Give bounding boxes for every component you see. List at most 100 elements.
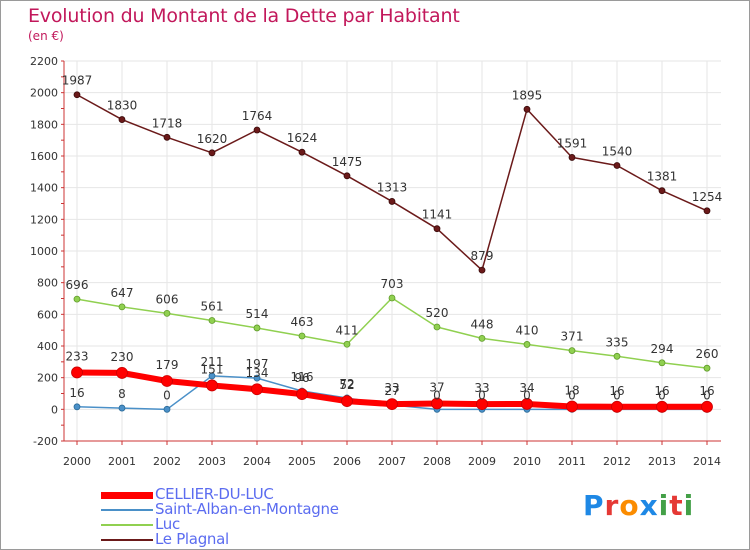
y-tick-label: 0 xyxy=(51,403,58,416)
legend-item-cellier: CELLIER-DU-LUC xyxy=(101,485,401,505)
x-tick-label: 2001 xyxy=(108,455,136,468)
data-label: 647 xyxy=(111,286,134,300)
data-point xyxy=(613,352,621,360)
data-point xyxy=(703,364,711,372)
legend-label-luc: Luc xyxy=(155,515,180,533)
y-tick-label: 1200 xyxy=(30,213,58,226)
x-tick-label: 2005 xyxy=(288,455,316,468)
data-label: 0 xyxy=(478,388,486,402)
data-label: 0 xyxy=(523,388,531,402)
data-label: 8 xyxy=(118,387,126,401)
legend-item-luc: Luc xyxy=(101,515,401,535)
data-point xyxy=(161,375,173,387)
data-label: 179 xyxy=(156,358,179,372)
y-tick-label: 1600 xyxy=(30,150,58,163)
data-label: 1987 xyxy=(62,74,93,88)
data-label: 410 xyxy=(516,323,539,337)
data-point xyxy=(611,400,623,413)
data-label: 16 xyxy=(609,384,624,398)
data-label: 197 xyxy=(246,357,269,371)
legend-item-saint-alban: Saint-Alban-en-Montagne xyxy=(101,500,401,520)
x-tick-label: 2000 xyxy=(63,455,91,468)
data-point xyxy=(253,126,261,134)
data-label: 37 xyxy=(429,380,444,394)
data-label: 230 xyxy=(111,350,134,364)
logo-letter: o xyxy=(619,489,640,522)
data-point xyxy=(568,154,576,161)
data-point xyxy=(163,133,171,141)
data-point xyxy=(343,340,351,348)
legend-label-saint-alban: Saint-Alban-en-Montagne xyxy=(155,500,339,518)
logo-letter: i xyxy=(683,489,695,522)
data-point xyxy=(566,400,578,413)
data-label: 514 xyxy=(246,307,269,321)
data-point xyxy=(298,332,306,340)
x-tick-label: 2006 xyxy=(333,455,361,468)
y-tick-label: 1400 xyxy=(30,182,58,195)
data-label: 1718 xyxy=(152,116,183,130)
y-tick-label: 400 xyxy=(37,340,58,353)
data-label: 1620 xyxy=(197,132,228,146)
data-label: 411 xyxy=(336,323,359,337)
data-label: 260 xyxy=(696,347,719,361)
data-point xyxy=(568,347,576,354)
data-label: 520 xyxy=(426,306,449,320)
legend-swatch-luc xyxy=(101,524,153,526)
data-label: 0 xyxy=(163,388,171,402)
data-point xyxy=(478,334,486,342)
data-point xyxy=(658,359,666,367)
data-label: 72 xyxy=(339,377,354,391)
data-point xyxy=(208,149,216,157)
data-label: 561 xyxy=(201,300,224,314)
logo-letter: r xyxy=(604,489,620,522)
x-tick-label: 2012 xyxy=(603,455,631,468)
x-tick-label: 2009 xyxy=(468,455,496,468)
data-label: 151 xyxy=(201,362,224,376)
data-label: 233 xyxy=(66,349,89,363)
data-label: 448 xyxy=(471,317,494,331)
x-tick-label: 2007 xyxy=(378,455,406,468)
data-point xyxy=(343,172,351,180)
y-tick-label: 2200 xyxy=(30,55,58,68)
data-point xyxy=(73,295,81,303)
data-label: 0 xyxy=(568,388,576,402)
data-point xyxy=(73,91,81,99)
legend-label-cellier: CELLIER-DU-LUC xyxy=(155,485,274,503)
data-point xyxy=(118,116,126,123)
y-tick-label: 800 xyxy=(37,277,58,290)
data-label: 463 xyxy=(291,315,314,329)
data-label: 134 xyxy=(246,366,269,380)
data-label: 879 xyxy=(471,249,494,263)
data-label: 1624 xyxy=(287,131,318,145)
data-point xyxy=(253,324,261,332)
data-point xyxy=(163,405,171,413)
data-label: 1381 xyxy=(647,170,678,184)
legend-item-le-plagnal: Le Plagnal xyxy=(101,530,401,550)
data-point xyxy=(208,317,216,324)
data-label: 33 xyxy=(384,381,399,395)
data-point xyxy=(433,225,441,233)
y-tick-label: 200 xyxy=(37,372,58,385)
data-label: 16 xyxy=(699,384,714,398)
data-label: 96 xyxy=(294,371,309,385)
data-point xyxy=(476,398,488,411)
data-point xyxy=(206,379,218,392)
proxiti-logo: Proxiti xyxy=(583,489,694,522)
data-label: 1830 xyxy=(107,99,138,113)
logo-letter: t xyxy=(669,489,684,522)
data-label: 1475 xyxy=(332,155,363,169)
data-label: 1254 xyxy=(692,190,723,204)
data-point xyxy=(298,148,306,156)
legend-label-le-plagnal: Le Plagnal xyxy=(155,530,229,548)
data-label: 606 xyxy=(156,292,179,306)
data-label: 34 xyxy=(519,381,534,395)
data-point xyxy=(116,367,128,379)
data-label: 0 xyxy=(658,388,666,402)
data-label: 703 xyxy=(381,277,404,291)
data-point xyxy=(478,266,486,274)
data-label: 1141 xyxy=(422,208,453,222)
data-label: 16 xyxy=(654,384,669,398)
x-tick-label: 2002 xyxy=(153,455,181,468)
data-point xyxy=(523,105,531,113)
